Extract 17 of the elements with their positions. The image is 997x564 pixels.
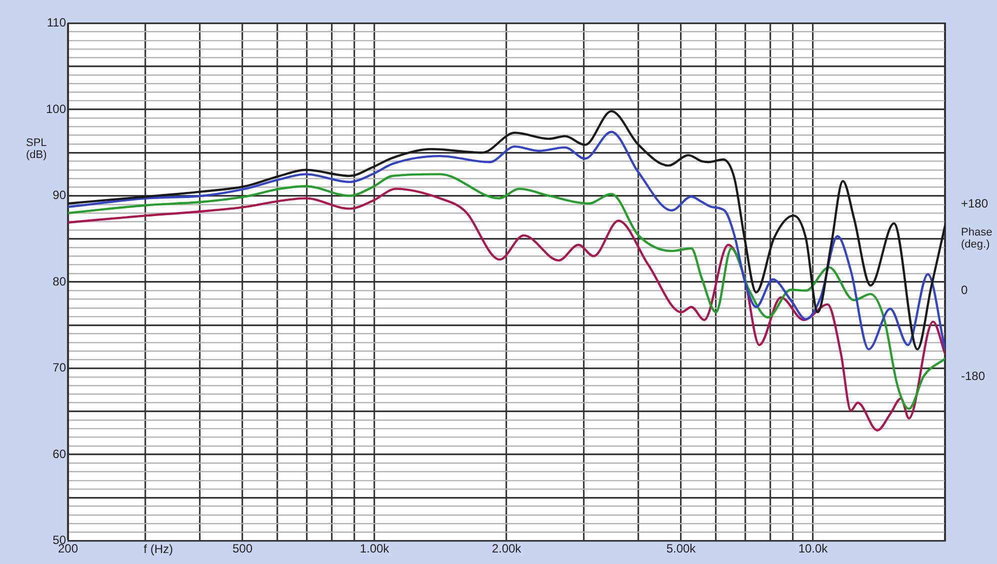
y-axis-title: SPL (dB) xyxy=(26,137,47,162)
y2-axis-title: Phase (deg.) xyxy=(961,226,992,251)
x-axis-title: f (Hz) xyxy=(144,542,173,556)
y-tick-label: 100 xyxy=(46,102,66,116)
y-tick-label: 80 xyxy=(52,274,66,288)
y2-tick-label: 0 xyxy=(961,282,968,297)
y-tick-label: 70 xyxy=(52,360,66,375)
y2-tick-label: -180 xyxy=(961,369,986,384)
y-tick-label: 60 xyxy=(52,446,66,461)
y-tick-label: 90 xyxy=(52,188,66,202)
x-tick-label: 10.0k xyxy=(798,541,829,556)
x-tick-label: 1.00k xyxy=(360,541,390,556)
x-tick-label: 2.00k xyxy=(492,541,522,556)
x-tick-label: 5.00k xyxy=(666,541,697,556)
x-tick-label: 500 xyxy=(232,541,253,556)
y2-tick-label: +180 xyxy=(961,196,988,211)
y-tick-label: 110 xyxy=(46,16,66,30)
